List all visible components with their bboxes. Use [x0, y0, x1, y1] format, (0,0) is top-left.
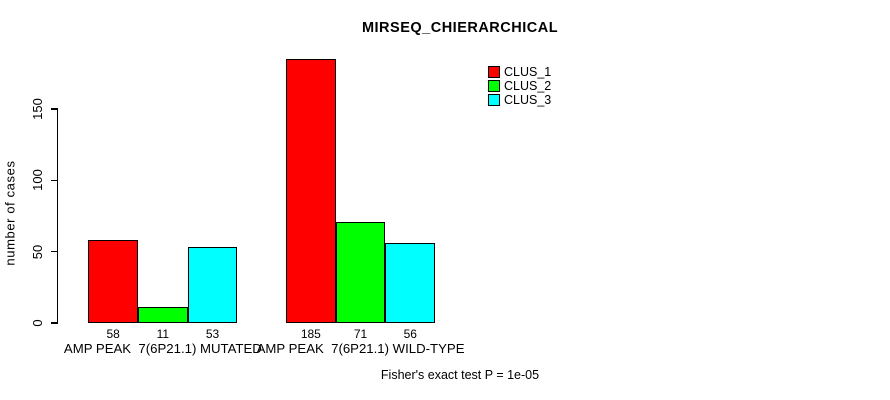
legend-item-clus_2: CLUS_2 — [488, 80, 551, 92]
y-tick — [51, 251, 58, 253]
bar-clus_3-group1 — [187, 247, 238, 323]
bar-clus_3-group2 — [385, 243, 436, 323]
bar-value-label: 71 — [353, 327, 368, 341]
y-tick-label: 150 — [29, 98, 45, 120]
bar-clus_2-group1 — [138, 307, 188, 323]
footnote: Fisher's exact test P = 1e-05 — [380, 368, 540, 382]
legend-label: CLUS_2 — [504, 79, 552, 94]
legend-swatch-clus_1 — [488, 66, 500, 78]
x-category-label: AMP PEAK 7(6P21.1) MUTATED — [63, 341, 262, 356]
legend-swatch-clus_2 — [488, 80, 500, 93]
x-category-label: AMP PEAK 7(6P21.1) WILD-TYPE — [256, 341, 465, 356]
bar-value-label: 58 — [106, 327, 120, 341]
legend-label: CLUS_1 — [504, 65, 552, 79]
bar-clus_1-group2 — [286, 59, 336, 323]
y-tick — [51, 322, 58, 324]
y-axis-line — [57, 110, 59, 323]
bar-clus_2-group2 — [335, 221, 386, 323]
chart-title: MIRSEQ_CHIERARCHICAL — [361, 20, 559, 36]
legend: CLUS_1 CLUS_2 CLUS_3 — [488, 66, 551, 109]
bar-value-label: 53 — [205, 327, 220, 341]
legend-item-clus_1: CLUS_1 — [488, 66, 551, 78]
legend-item-clus_3: CLUS_3 — [488, 93, 552, 108]
y-tick — [51, 108, 58, 110]
y-tick — [51, 179, 58, 181]
bar-value-label: 11 — [156, 327, 170, 341]
y-axis-label: number of cases — [2, 160, 17, 266]
bar-value-label: 56 — [403, 327, 417, 341]
bar-value-label: 185 — [300, 327, 321, 341]
legend-swatch-clus_3 — [488, 94, 500, 107]
bar-clus_1-group1 — [88, 240, 138, 323]
legend-label: CLUS_3 — [504, 93, 552, 108]
